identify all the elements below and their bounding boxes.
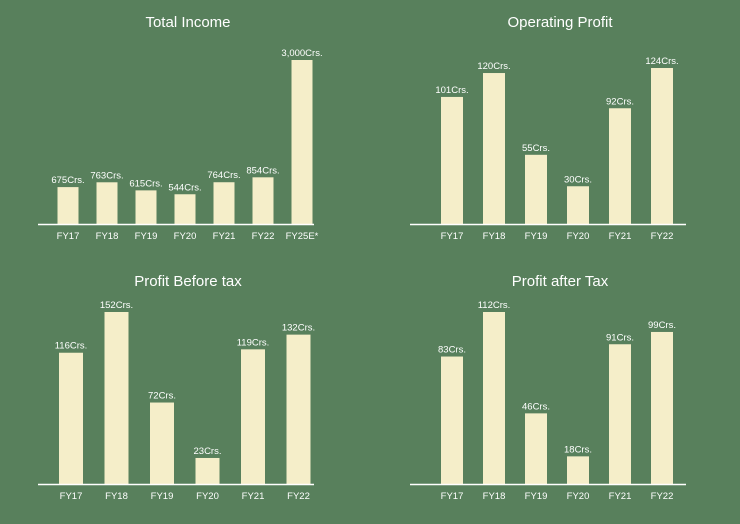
x-tick-label: FY22 bbox=[651, 491, 674, 502]
bar-fy22 bbox=[286, 334, 311, 484]
bar-fy20 bbox=[567, 186, 589, 224]
bar-fy21 bbox=[609, 108, 631, 224]
bar-fy20 bbox=[195, 457, 220, 484]
data-label: 764Crs. bbox=[207, 170, 240, 181]
data-label: 55Crs. bbox=[522, 143, 550, 154]
x-tick-label: FY20 bbox=[567, 231, 590, 242]
x-tick-label: FY17 bbox=[57, 231, 80, 242]
x-tick-label: FY21 bbox=[609, 491, 632, 502]
bar-fy21 bbox=[609, 344, 631, 484]
data-label: 18Crs. bbox=[564, 444, 592, 455]
bar-fy19 bbox=[525, 154, 547, 224]
profit-before-tax-plot: 116Crs. FY17 152Crs. FY18 72Crs. FY19 23Crs. FY… bbox=[38, 300, 315, 502]
data-label: 83Crs. bbox=[438, 345, 466, 356]
x-tick-label: FY19 bbox=[135, 231, 158, 242]
bar-fy22 bbox=[252, 177, 274, 224]
x-tick-label: FY20 bbox=[567, 491, 590, 502]
data-label: 119Crs. bbox=[237, 337, 270, 348]
x-tick-label: FY17 bbox=[441, 231, 464, 242]
x-tick-label: FY25E* bbox=[286, 231, 319, 242]
chart-title: Profit Before tax bbox=[134, 273, 242, 290]
bar-fy18 bbox=[483, 73, 505, 224]
chart-title: Total Income bbox=[145, 14, 231, 31]
bar-fy25e bbox=[291, 60, 313, 224]
x-tick-label: FY20 bbox=[174, 231, 197, 242]
profit-after-tax-plot: 83Crs. FY17 112Crs. FY18 46Crs. FY19 18Crs. FY2… bbox=[410, 300, 686, 502]
x-tick-label: FY22 bbox=[252, 231, 275, 242]
bar-fy18 bbox=[483, 312, 505, 484]
x-tick-label: FY22 bbox=[651, 231, 674, 242]
data-label: 92Crs. bbox=[606, 96, 634, 107]
data-label: 544Crs. bbox=[168, 182, 201, 193]
bar-fy20 bbox=[567, 456, 589, 484]
bar-fy19 bbox=[150, 402, 174, 484]
x-tick-label: FY19 bbox=[151, 491, 174, 502]
data-label: 99Crs. bbox=[648, 320, 676, 331]
data-label: 152Crs. bbox=[100, 300, 133, 311]
x-tick-label: FY17 bbox=[60, 491, 83, 502]
data-label: 854Crs. bbox=[246, 165, 279, 176]
bar-fy17 bbox=[59, 352, 83, 484]
bar-fy18 bbox=[96, 182, 118, 224]
x-tick-label: FY19 bbox=[525, 231, 548, 242]
x-tick-label: FY21 bbox=[213, 231, 236, 242]
data-label: 46Crs. bbox=[522, 401, 550, 412]
bar-fy22 bbox=[651, 68, 673, 224]
data-label: 124Crs. bbox=[645, 56, 678, 67]
data-label: 30Crs. bbox=[564, 174, 592, 185]
data-label: 615Crs. bbox=[129, 178, 162, 189]
data-label: 112Crs. bbox=[478, 300, 511, 311]
x-tick-label: FY18 bbox=[96, 231, 119, 242]
bar-fy22 bbox=[651, 331, 673, 484]
bar-fy21 bbox=[241, 349, 265, 484]
data-label: 116Crs. bbox=[55, 341, 88, 352]
data-label: 675Crs. bbox=[51, 175, 84, 186]
x-tick-label: FY22 bbox=[287, 491, 310, 502]
x-tick-label: FY19 bbox=[525, 491, 548, 502]
x-tick-label: FY18 bbox=[483, 231, 506, 242]
data-label: 3,000Crs. bbox=[281, 48, 322, 59]
x-tick-label: FY21 bbox=[609, 231, 632, 242]
total-income-chart: Total Income 675Crs. FY17 763Crs. FY18 615Cr… bbox=[38, 14, 338, 250]
operating-profit-chart: Operating Profit 101Crs. FY17 120Crs. FY18 5… bbox=[410, 14, 710, 250]
x-tick-label: FY18 bbox=[105, 491, 128, 502]
bar-fy19 bbox=[135, 190, 157, 224]
bar-fy21 bbox=[213, 182, 235, 224]
data-label: 72Crs. bbox=[148, 391, 176, 402]
chart-title: Profit after Tax bbox=[511, 273, 609, 290]
data-label: 120Crs. bbox=[477, 61, 510, 72]
operating-profit-plot: 101Crs. FY17 120Crs. FY18 55Crs. FY19 30Crs. FY… bbox=[410, 56, 686, 242]
bar-fy18 bbox=[104, 312, 129, 484]
x-tick-label: FY21 bbox=[242, 491, 265, 502]
bar-fy20 bbox=[174, 194, 196, 224]
bar-fy17 bbox=[441, 96, 463, 224]
chart-title: Operating Profit bbox=[507, 14, 613, 31]
profit-before-tax-chart: Profit Before tax 116Crs. FY17 152Crs. FY18… bbox=[38, 273, 338, 509]
data-label: 763Crs. bbox=[90, 170, 123, 181]
data-label: 23Crs. bbox=[194, 446, 222, 457]
bar-fy17 bbox=[441, 356, 463, 484]
profit-after-tax-chart: Profit after Tax 83Crs. FY17 112Crs. FY18 46… bbox=[410, 273, 710, 509]
data-label: 132Crs. bbox=[282, 323, 315, 334]
bar-fy17 bbox=[57, 187, 79, 224]
bar-fy19 bbox=[525, 413, 547, 484]
data-label: 101Crs. bbox=[435, 85, 468, 96]
total-income-plot: 675Crs. FY17 763Crs. FY18 615Crs. FY19 544Crs.… bbox=[38, 48, 323, 242]
data-label: 91Crs. bbox=[606, 332, 634, 343]
x-tick-label: FY20 bbox=[196, 491, 219, 502]
x-tick-label: FY18 bbox=[483, 491, 506, 502]
x-tick-label: FY17 bbox=[441, 491, 464, 502]
